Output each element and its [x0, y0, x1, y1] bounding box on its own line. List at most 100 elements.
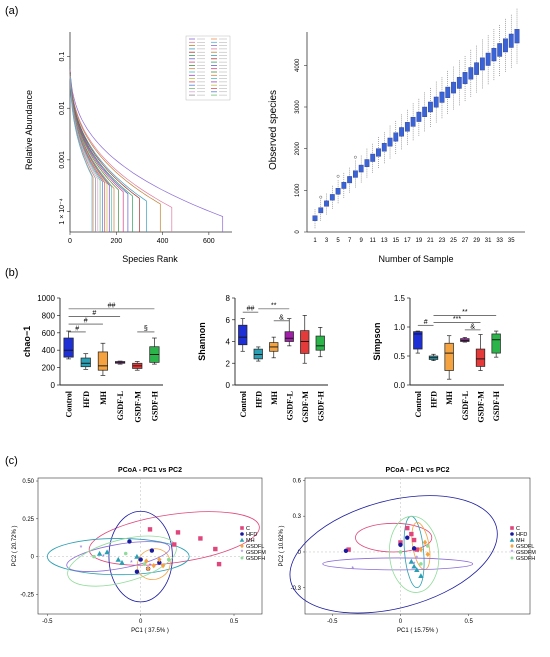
observed-box [491, 48, 497, 62]
observed-box [370, 153, 376, 162]
pcoa-point-circle [157, 560, 162, 565]
observed-xtick-label: 13 [381, 238, 388, 244]
observed-xtick-label: 1 [313, 238, 317, 244]
box-ytick-label: 0 [51, 381, 56, 390]
pcoa-point-dot [419, 562, 423, 566]
significance-label: *** [453, 316, 461, 323]
pcoa-point-square [213, 546, 218, 552]
observed-xtick-label: 31 [485, 238, 492, 244]
pcoa-point-square [398, 540, 403, 545]
pcoa-point-diamond [240, 543, 244, 549]
observed-box [462, 72, 468, 85]
observed-box [497, 43, 503, 57]
pcoa-point-diamond [157, 556, 162, 563]
pcoa-point-dot [425, 544, 430, 548]
pcoa-point-triangle [509, 537, 515, 542]
pcoa-point-star: * [149, 563, 152, 570]
observed-box [416, 111, 422, 122]
observed-box [399, 127, 404, 137]
observed-box [393, 132, 399, 142]
pcoa-point-diamond [422, 539, 428, 546]
pcoa-point-circle [127, 539, 132, 544]
pcoa-point-dot [92, 554, 96, 559]
pcoa-point-triangle [134, 553, 140, 559]
pcoa-ytick-label: 0 [298, 550, 302, 556]
pcoa-point-dot [166, 557, 171, 562]
observed-xtick-label: 21 [427, 238, 434, 244]
observed-xtick-label: 29 [473, 238, 480, 244]
box-rect [63, 337, 74, 358]
box-rect [253, 348, 263, 360]
panel-label-a: (a) [5, 5, 18, 17]
box-ytick-label: 800 [42, 311, 56, 320]
pcoa-point-dot [123, 551, 128, 556]
pcoa-legend-label: GSDFM [516, 550, 536, 556]
observed-box [364, 159, 370, 167]
pcoa-point-triangle [411, 563, 417, 569]
box-ytick-label: 2 [226, 359, 231, 368]
observed-box [329, 194, 335, 201]
box-ylabel: Simpson [372, 322, 382, 360]
rank-ytick-label: 0.001 [59, 151, 66, 169]
observed-ylabel: Observed species [268, 90, 279, 170]
rank-curve [69, 73, 124, 232]
pcoa-point-diamond [510, 543, 514, 549]
observed-box [347, 176, 353, 184]
pcoa-point-triangle [408, 558, 415, 564]
pcoa-point-square [346, 547, 351, 552]
observed-xtick-label: 5 [336, 238, 340, 244]
pcoa-ylabel: PC2 ( 10.62% ) [279, 525, 285, 566]
box-category-label: Control [414, 390, 423, 417]
box-rect [238, 324, 248, 346]
box-rect [315, 335, 325, 351]
box-rect [444, 342, 454, 371]
box-category-label: GSDF-H [150, 390, 159, 421]
observed-box [456, 77, 462, 89]
pcoa-ytick-label: 0.6 [293, 478, 302, 484]
pcoa-legend-label: C [516, 526, 520, 532]
box-category-label: GSDF-M [477, 391, 486, 423]
pcoa-point-circle [149, 548, 155, 553]
pcoa-ytick-label: -0.3 [291, 586, 302, 592]
pcoa-point-circle [240, 532, 244, 536]
pcoa-title: PCoA - PC1 vs PC2 [118, 467, 182, 474]
box-rect [413, 331, 423, 350]
pcoa-point-dot [240, 556, 244, 560]
pcoa-point-square [414, 547, 420, 552]
rank-curve [69, 69, 224, 232]
observed-box [439, 91, 445, 103]
box-ytick-label: 6 [226, 316, 231, 325]
simpson-boxplot: 0.0 0.5 1.0 1.5 Simpson Control HFD MH GSDF-L GSD… [372, 294, 504, 423]
box-ytick-label: 600 [42, 329, 56, 338]
pcoa-point-diamond [418, 546, 424, 553]
observed-xtick-label: 17 [404, 238, 411, 244]
significance-label: & [470, 323, 475, 330]
observed-ytick-label: 2000 [295, 141, 301, 155]
observed-box [410, 116, 416, 127]
observed-xtick-label: 33 [496, 238, 503, 244]
significance-label: # [84, 318, 88, 325]
box-ytick-label: 400 [42, 346, 56, 355]
observed-box [376, 148, 381, 157]
box-rect [80, 357, 91, 368]
box-category-label: MH [99, 390, 108, 405]
observed-box [341, 182, 347, 189]
box-category-label: HFD [430, 391, 439, 408]
observed-xtick-label: 11 [370, 238, 377, 244]
pcoa-ellipse [66, 541, 171, 572]
observed-box [318, 207, 324, 214]
observed-box [514, 29, 520, 44]
box-category-label: GSDF-L [285, 391, 294, 420]
pcoa-point-circle [134, 569, 140, 574]
pcoa-legend-label: MH [246, 538, 255, 544]
observed-box [312, 215, 318, 221]
pcoa-point-triangle [104, 549, 110, 555]
pcoa-point-diamond [160, 562, 166, 569]
box-ytick-label: 0.5 [394, 352, 406, 361]
rank-xtick-label: 200 [110, 238, 122, 245]
observed-box [445, 86, 451, 98]
pcoa-legend-label: C [246, 526, 250, 532]
pcoa-ellipse [322, 557, 474, 571]
box-category-label: GSDF-H [492, 390, 501, 421]
pcoa-point-diamond [145, 565, 151, 572]
